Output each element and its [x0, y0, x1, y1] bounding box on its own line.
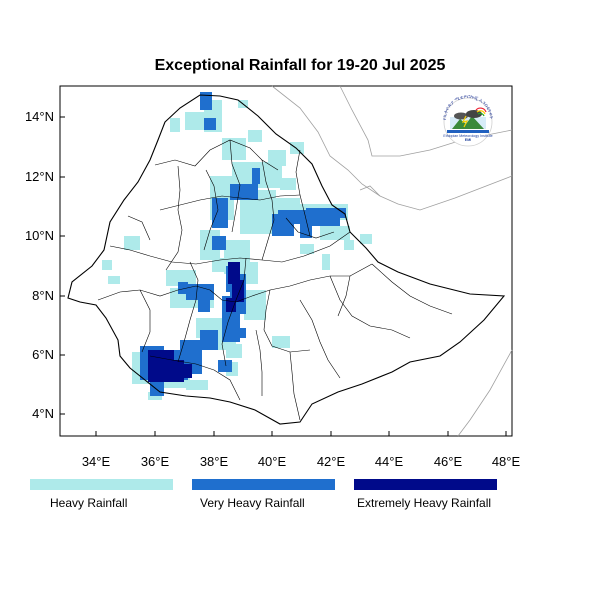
x-tick-label: 48°E [492, 454, 521, 469]
very-heavy-rainfall-cell [334, 208, 346, 218]
y-tick-label: 10°N [25, 228, 54, 243]
extremely-heavy-rainfall-cell [148, 374, 164, 382]
logo-name-text: Ethiopian Meteorology Institute [443, 134, 492, 138]
very-heavy-rainfall-cell [204, 118, 216, 130]
y-tick-label: 6°N [32, 347, 54, 362]
heavy-rainfall-cell [256, 296, 266, 306]
extremely-heavy-rainfall-cell [228, 262, 240, 284]
extremely-heavy-rainfall-cell [226, 298, 236, 312]
x-tick-label: 46°E [434, 454, 463, 469]
very-heavy-rainfall-cell [212, 198, 228, 228]
legend-swatch-heavy [30, 479, 173, 490]
heavy-rainfall-cell [108, 276, 120, 284]
heavy-rainfall-cell [226, 344, 242, 358]
heavy-rainfall-cell [344, 240, 354, 250]
heavy-rainfall-cell [360, 234, 372, 244]
x-tick-label: 40°E [258, 454, 287, 469]
heavy-rainfall-cell [280, 178, 296, 190]
ethiopian-meteorology-institute-logo: የኢትዮጵያ ሚቲዎሮሎጂ ኢንስቲትዩት Ethiopian Meteorol… [442, 94, 494, 147]
heavy-rainfall-cell [102, 260, 112, 270]
y-tick-label: 14°N [25, 109, 54, 124]
y-tick-label: 8°N [32, 288, 54, 303]
logo-abbr-text: EMI [465, 138, 471, 142]
legend-label-very-heavy: Very Heavy Rainfall [200, 496, 305, 510]
heavy-rainfall-cell [186, 380, 208, 390]
heavy-rainfall-cell [222, 138, 246, 160]
y-tick-label: 4°N [32, 406, 54, 421]
very-heavy-rainfall-cell [306, 208, 340, 226]
heavy-rainfall-cell [212, 258, 226, 272]
x-tick-label: 38°E [200, 454, 229, 469]
very-heavy-rainfall-cell [234, 328, 246, 338]
heavy-rainfall-cell [248, 130, 262, 142]
extremely-heavy-rainfall-cell [232, 280, 244, 302]
country-outline [67, 94, 506, 425]
very-heavy-rainfall-cell [300, 224, 312, 238]
very-heavy-rainfall-cell [198, 286, 210, 312]
extremely-heavy-rainfall-cell [174, 364, 192, 378]
x-tick-label: 36°E [141, 454, 170, 469]
very-heavy-rainfall-cell [200, 92, 212, 110]
heavy-rainfall-cell [124, 236, 140, 250]
x-tick-label: 34°E [82, 454, 111, 469]
x-tick-label: 44°E [375, 454, 404, 469]
very-heavy-rainfall-cell [178, 282, 188, 294]
legend-label-heavy: Heavy Rainfall [50, 496, 128, 510]
heavy-rainfall-cell [272, 336, 290, 348]
very-heavy-rainfall-cell [212, 236, 226, 250]
axis-ticks [60, 116, 507, 436]
very-heavy-rainfall-cell [230, 184, 258, 200]
x-tick-label: 42°E [317, 454, 346, 469]
heavy-rainfall-cell [166, 270, 196, 286]
heavy-rainfall-cell [170, 118, 180, 132]
very-heavy-rainfall-cell [200, 330, 218, 350]
very-heavy-rainfall-cell [218, 360, 232, 372]
heavy-rainfall-cell [185, 112, 205, 130]
map-title: Exceptional Rainfall for 19-20 Jul 2025 [154, 57, 446, 74]
very-heavy-rainfall-cell [252, 168, 260, 184]
extremely-heavy-rainfall-areas [148, 262, 244, 382]
heavy-rainfall-cell [290, 142, 304, 154]
heavy-rainfall-cell [322, 254, 330, 270]
admin-boundaries [97, 139, 453, 421]
heavy-rainfall-cell [300, 244, 314, 254]
legend-label-extreme: Extremely Heavy Rainfall [357, 496, 492, 510]
legend-swatch-extreme [354, 479, 497, 490]
y-tick-label: 12°N [25, 169, 54, 184]
heavy-rainfall-cell [320, 226, 350, 240]
map-content [60, 85, 513, 437]
legend-swatch-very-heavy [192, 479, 335, 490]
